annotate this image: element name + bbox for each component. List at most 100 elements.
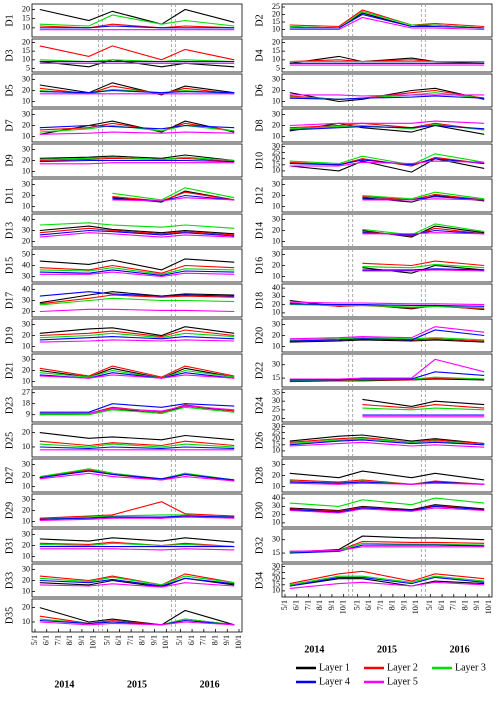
- panel-frame: [31, 353, 243, 388]
- y-tick-label: 40: [22, 214, 30, 223]
- y-tick-label: 20: [22, 470, 30, 479]
- panel-frame: [281, 248, 493, 283]
- x-tick-label: 10/1: [161, 635, 170, 649]
- series-line: [39, 291, 235, 297]
- y-tick-label: 20: [22, 575, 30, 584]
- y-tick-label: 40: [22, 284, 30, 293]
- series-line: [289, 497, 485, 507]
- panel-title: D16: [254, 257, 265, 274]
- year-label: 2015: [377, 644, 397, 655]
- y-tick-label: 20: [272, 190, 280, 199]
- series-line: [39, 577, 235, 587]
- y-tick-label: 30: [22, 179, 30, 188]
- y-tick-label: 30: [272, 109, 280, 118]
- y-tick-label: 10: [22, 341, 30, 350]
- series-line: [39, 516, 235, 521]
- y-tick-label: 30: [22, 144, 30, 153]
- x-tick-label: 10/1: [88, 635, 97, 649]
- series-line: [39, 131, 235, 135]
- y-tick-label: 15: [22, 13, 30, 22]
- y-tick-label: 30: [272, 249, 280, 258]
- y-tick-label: 30: [22, 271, 30, 280]
- panel-title: D35: [4, 607, 15, 624]
- series-line: [289, 544, 485, 554]
- y-tick-label: 30: [22, 295, 30, 304]
- series-line: [362, 268, 485, 271]
- y-tick-label: 30: [22, 109, 30, 118]
- series-line: [289, 504, 485, 512]
- series-line: [39, 432, 235, 441]
- series-line: [39, 470, 235, 481]
- series-line: [289, 122, 485, 135]
- y-tick-label: 40: [272, 493, 280, 502]
- series-line: [289, 576, 485, 587]
- series-line: [39, 264, 235, 274]
- y-tick-label: 10: [22, 96, 30, 105]
- y-tick-label: 30: [22, 225, 30, 234]
- series-line: [39, 621, 235, 626]
- y-tick-label: 20: [272, 433, 280, 442]
- y-tick-label: 20: [272, 299, 280, 308]
- series-line: [289, 358, 485, 380]
- series-line: [289, 9, 485, 28]
- x-tick-label: 9/1: [149, 635, 158, 645]
- series-line: [39, 25, 235, 29]
- y-tick-label: 30: [22, 319, 30, 328]
- y-tick-label: 20: [272, 509, 280, 518]
- x-tick-label: 9/1: [472, 600, 481, 610]
- series-line: [39, 291, 235, 304]
- y-tick-label: 10: [22, 55, 30, 64]
- panel-title: D18: [254, 292, 265, 309]
- y-tick-label: 20: [272, 120, 280, 129]
- y-tick-label: 20: [22, 602, 30, 611]
- y-tick-label: 15: [272, 160, 280, 169]
- y-tick-label: 15: [272, 548, 280, 557]
- y-tick-label: 10: [22, 586, 30, 595]
- series-line: [289, 95, 485, 100]
- y-tick-label: 10: [22, 617, 30, 626]
- series-line: [39, 82, 235, 96]
- x-tick-label: 7/1: [199, 635, 208, 645]
- y-tick-label: 30: [272, 421, 280, 430]
- panel-frame: [31, 108, 243, 143]
- series-line: [362, 193, 485, 201]
- series-line: [39, 406, 235, 416]
- panel-title: D4: [254, 49, 265, 61]
- y-tick-label: 50: [22, 249, 30, 258]
- series-line: [39, 542, 235, 548]
- y-tick-label: 10: [272, 96, 280, 105]
- y-tick-label: 30: [22, 354, 30, 363]
- year-label: 2015: [127, 679, 147, 690]
- series-line: [289, 94, 485, 97]
- y-tick-label: 30: [272, 74, 280, 83]
- series-line: [289, 482, 485, 485]
- y-tick-label: 10: [22, 376, 30, 385]
- series-line: [362, 407, 485, 411]
- series-line: [39, 269, 235, 276]
- x-tick-label: 5/1: [425, 600, 434, 610]
- y-tick-label: 40: [272, 283, 280, 292]
- series-line: [362, 191, 485, 200]
- y-tick-label: 25: [272, 427, 280, 436]
- year-label: 2016: [450, 644, 470, 655]
- series-line: [39, 156, 235, 162]
- year-label: 2014: [54, 679, 74, 690]
- y-tick-label: 30: [272, 535, 280, 544]
- y-tick-label: 5: [276, 63, 280, 72]
- legend-label: Layer 2: [387, 662, 418, 673]
- x-tick-label: 8/1: [65, 635, 74, 645]
- series-line: [362, 223, 485, 236]
- panel-title: D19: [4, 327, 15, 344]
- x-tick-label: 9/1: [399, 600, 408, 610]
- x-tick-label: 10/1: [338, 600, 347, 614]
- y-tick-label: 20: [272, 260, 280, 269]
- y-tick-label: 10: [22, 166, 30, 175]
- series-line: [362, 232, 485, 235]
- y-tick-label: 10: [272, 55, 280, 64]
- series-line: [39, 501, 235, 519]
- series-line: [289, 303, 485, 307]
- x-tick-label: 5/1: [352, 600, 361, 610]
- panel-frame: [31, 493, 243, 528]
- y-tick-label: 40: [22, 260, 30, 269]
- series-line: [289, 535, 485, 553]
